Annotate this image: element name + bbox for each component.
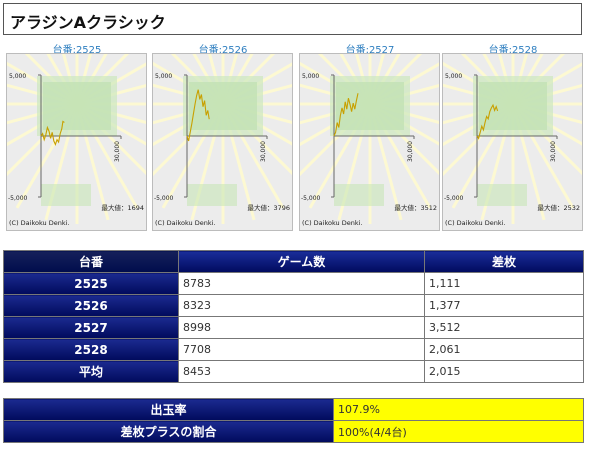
- machine-number-label[interactable]: 台番:2526: [198, 45, 248, 56]
- games-cell: 8323: [178, 294, 425, 317]
- col-header-diff: 差枚: [424, 250, 584, 273]
- x-tick-label: 30,000: [260, 141, 267, 162]
- max-value-label: 最大値：1694: [101, 203, 144, 212]
- y-tick-label-top: 5,000: [445, 73, 462, 80]
- background-field-inner: [43, 82, 111, 130]
- copyright-label: (C) Daikoku Denki.: [445, 219, 506, 227]
- background-block: [187, 184, 237, 206]
- slump-graph: 5,000 -5,000 30,000 最大値：2532 (C) Daikoku Den…: [443, 54, 582, 227]
- stats-table: 台番 ゲーム数 差枚 2525 8783 1,111 2526 8323 1,3…: [3, 250, 584, 383]
- row-label: 2525: [3, 272, 179, 295]
- payout-value: 107.9%: [333, 398, 584, 421]
- graph-frame: 5,000 -5,000 30,000 最大値：3796 (C) Daikoku Den…: [152, 53, 293, 231]
- page-title-box: アラジンAクラシック: [3, 3, 582, 35]
- slump-line: [333, 93, 359, 137]
- graph-panel: 台番:2527 5,000 -5,000 30,000 最大値：3512 (C) Daik…: [297, 41, 443, 233]
- slump-graph: 5,000 -5,000 30,000 最大値：3796 (C) Daikoku Den…: [153, 54, 292, 227]
- background-block: [41, 184, 91, 206]
- machine-number-label[interactable]: 台番:2527: [345, 45, 395, 56]
- y-tick-label-top: 5,000: [155, 73, 172, 80]
- table-header-row: 台番 ゲーム数 差枚: [3, 250, 584, 273]
- slump-graph: 5,000 -5,000 30,000 最大値：3512 (C) Daikoku Den…: [300, 54, 439, 227]
- max-value-label: 最大値：2532: [537, 203, 580, 212]
- max-value-label: 最大値：3512: [394, 203, 437, 212]
- summary-table: 出玉率 107.9% 差枚プラスの割合 100%(4/4台): [3, 398, 584, 443]
- table-row: 2526 8323 1,377: [3, 294, 584, 317]
- graph-frame: 5,000 -5,000 30,000 最大値：1694 (C) Daikoku Den…: [6, 53, 147, 231]
- diff-cell: 1,377: [424, 294, 584, 317]
- col-header-games: ゲーム数: [178, 250, 425, 273]
- x-tick-label: 30,000: [407, 141, 414, 162]
- row-label: 2528: [3, 338, 179, 361]
- games-cell: 8783: [178, 272, 425, 295]
- background-field-inner: [479, 82, 547, 130]
- row-label: 2527: [3, 316, 179, 339]
- row-label: 平均: [3, 360, 179, 383]
- y-tick-label-bottom: -5,000: [154, 195, 174, 202]
- machine-number-label[interactable]: 台番:2528: [488, 45, 538, 56]
- copyright-label: (C) Daikoku Denki.: [155, 219, 216, 227]
- copyright-label: (C) Daikoku Denki.: [9, 219, 70, 227]
- summary-row-payout: 出玉率 107.9%: [3, 398, 584, 421]
- max-value-label: 最大値：3796: [247, 203, 290, 212]
- games-cell: 8998: [178, 316, 425, 339]
- summary-row-plus-ratio: 差枚プラスの割合 100%(4/4台): [3, 420, 584, 443]
- background-field-inner: [189, 82, 257, 130]
- diff-cell: 2,061: [424, 338, 584, 361]
- y-tick-label-top: 5,000: [9, 73, 26, 80]
- graph-frame: 5,000 -5,000 30,000 最大値：3512 (C) Daikoku Den…: [299, 53, 440, 231]
- slump-line: [40, 120, 65, 147]
- x-tick-label: 30,000: [114, 141, 121, 162]
- col-header-machine: 台番: [3, 250, 179, 273]
- y-tick-label-bottom: -5,000: [444, 195, 464, 202]
- plus-ratio-value: 100%(4/4台): [333, 420, 584, 443]
- graph-panel: 台番:2528 5,000 -5,000 30,000 最大値：2532 (C) Daik…: [440, 41, 586, 233]
- slump-graph: 5,000 -5,000 30,000 最大値：1694 (C) Daikoku Den…: [7, 54, 146, 227]
- row-label: 2526: [3, 294, 179, 317]
- diff-cell: 3,512: [424, 316, 584, 339]
- graph-panel: 台番:2525 5,000 -5,000 30,000 最大値：1694 (C) Daik…: [4, 41, 150, 233]
- y-tick-label-bottom: -5,000: [8, 195, 28, 202]
- plus-ratio-label: 差枚プラスの割合: [3, 420, 334, 443]
- slump-line: [476, 103, 499, 140]
- payout-label: 出玉率: [3, 398, 334, 421]
- table-row: 2528 7708 2,061: [3, 338, 584, 361]
- games-cell: 8453: [178, 360, 425, 383]
- page-title: アラジンAクラシック: [10, 13, 166, 32]
- machine-number-label[interactable]: 台番:2525: [52, 45, 102, 56]
- diff-cell: 1,111: [424, 272, 584, 295]
- y-tick-label-top: 5,000: [302, 73, 319, 80]
- copyright-label: (C) Daikoku Denki.: [302, 219, 363, 227]
- table-row: 2527 8998 3,512: [3, 316, 584, 339]
- slump-line: [186, 89, 210, 142]
- y-tick-label-bottom: -5,000: [301, 195, 321, 202]
- graph-frame: 5,000 -5,000 30,000 最大値：2532 (C) Daikoku Den…: [442, 53, 583, 231]
- background-block: [477, 184, 527, 206]
- graph-panel: 台番:2526 5,000 -5,000 30,000 最大値：3796 (C) Daik…: [150, 41, 296, 233]
- x-tick-label: 30,000: [550, 141, 557, 162]
- table-row-average: 平均 8453 2,015: [3, 360, 584, 383]
- games-cell: 7708: [178, 338, 425, 361]
- table-row: 2525 8783 1,111: [3, 272, 584, 295]
- background-block: [334, 184, 384, 206]
- diff-cell: 2,015: [424, 360, 584, 383]
